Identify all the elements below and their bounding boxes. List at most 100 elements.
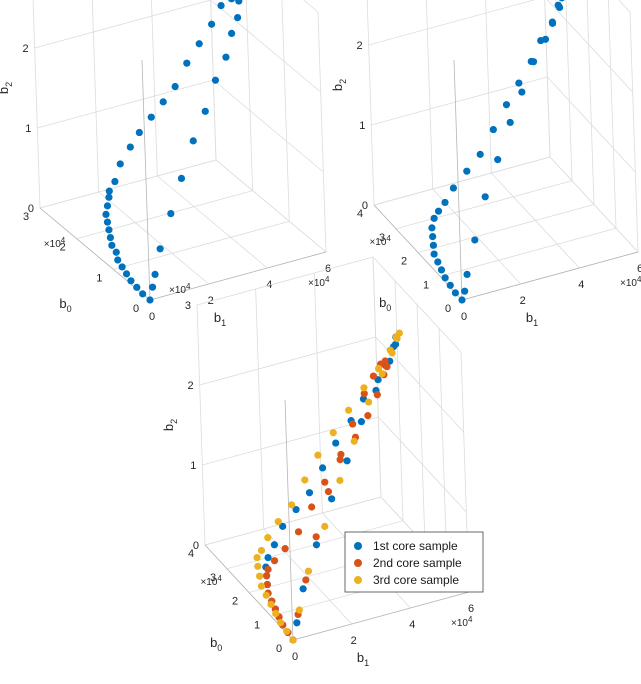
grid-line (366, 0, 375, 206)
b1-tick-label: 0 (149, 311, 155, 323)
grid-line (607, 0, 617, 229)
data-point (349, 420, 357, 428)
data-point (314, 451, 322, 459)
grid-line (485, 0, 492, 174)
data-point (321, 522, 329, 531)
data-point (364, 412, 372, 420)
data-point (183, 59, 191, 67)
data-point (171, 82, 179, 91)
data-point (383, 363, 391, 371)
data-point (515, 79, 523, 87)
data-point (135, 128, 143, 137)
grid-line (39, 159, 217, 209)
data-point (228, 29, 236, 37)
data-point (360, 384, 368, 392)
b1-tick-label: 2 (351, 635, 357, 647)
data-point (254, 562, 262, 570)
b0-tick-label: 2 (232, 596, 238, 608)
data-point (434, 207, 443, 215)
b0-tick-label: 1 (96, 272, 102, 284)
data-point (118, 263, 126, 271)
data-point (336, 456, 344, 464)
data-point (429, 233, 437, 241)
data-point (264, 553, 272, 562)
b0-tick-label: 0 (276, 643, 282, 655)
data-point (263, 572, 271, 580)
b2-tick-label: 1 (25, 123, 31, 135)
data-point (146, 296, 154, 304)
b0-tick-label: 4 (357, 208, 363, 220)
grid-line (204, 496, 382, 546)
grid-line (255, 288, 265, 530)
data-point (441, 198, 449, 207)
grid-line (245, 0, 254, 191)
data-point (461, 287, 469, 295)
grid-line (317, 11, 327, 253)
data-point (374, 364, 383, 373)
data-point (446, 281, 454, 289)
data-point (167, 210, 175, 218)
grid-line (199, 336, 376, 386)
data-point (217, 2, 225, 10)
data-point (489, 125, 497, 134)
data-point (302, 576, 310, 584)
data-point (430, 250, 438, 258)
data-point (556, 3, 564, 11)
data-point (211, 76, 220, 84)
data-point (272, 609, 280, 618)
data-point (332, 439, 340, 447)
axis-lines (373, 59, 639, 301)
data-point (262, 591, 270, 599)
data-point (151, 270, 159, 278)
b2-tick-label: 2 (188, 380, 194, 392)
data-point (147, 113, 155, 121)
b0-axis-line (39, 207, 151, 301)
data-point (148, 283, 157, 291)
grid-line (395, 180, 573, 230)
b2-axis-title: b2 (161, 419, 179, 431)
b2-tick-label: 0 (193, 540, 199, 552)
b1-tick-label: 4 (578, 279, 584, 291)
series-1 (262, 333, 400, 644)
data-point (288, 501, 296, 509)
axis-lines (204, 399, 470, 641)
legend-label: 1st core sample (373, 539, 458, 553)
b2-tick-label: 2 (23, 43, 29, 55)
data-point (264, 534, 272, 542)
data-point (529, 58, 538, 66)
b2-exponent-label: ×104 (169, 282, 191, 296)
data-point (373, 391, 381, 399)
grid-line (202, 416, 379, 466)
series-1 (102, 0, 243, 304)
b0-tick-label: 2 (401, 256, 407, 268)
data-point (369, 372, 377, 380)
grid-line (438, 328, 448, 569)
data-point (463, 270, 471, 278)
data-point (189, 137, 197, 145)
data-point (350, 437, 358, 445)
data-point (112, 248, 120, 256)
data-point (336, 476, 344, 485)
data-point (126, 143, 134, 151)
data-point (429, 241, 437, 249)
data-point (463, 167, 471, 175)
b2-tick-label: 0 (362, 200, 368, 212)
data-point (449, 184, 457, 192)
b1-tick-label: 6 (637, 263, 641, 275)
b2-tick-label: 1 (359, 120, 365, 132)
data-point (393, 335, 401, 343)
b0-tick-label: 4 (188, 548, 194, 560)
b1-axis-line (292, 591, 470, 641)
tick-labels: 012302460123 (23, 43, 332, 323)
data-point (471, 236, 479, 244)
grid-line (113, 220, 290, 270)
b2-tick-label: 2 (357, 40, 363, 52)
data-point (267, 600, 275, 608)
data-point (437, 266, 446, 274)
data-point (301, 476, 309, 484)
data-point (253, 553, 261, 562)
b1-tick-label: 0 (461, 311, 467, 323)
